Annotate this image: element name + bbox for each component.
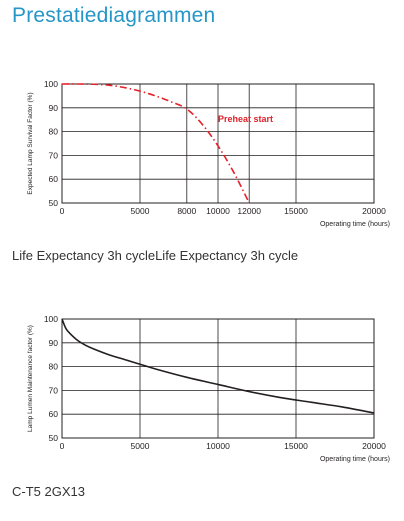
y-tick-label: 60 (49, 174, 59, 184)
survival-factor-chart: 0 5000 8000 10000 12000 15000 20000 50 60 70 80 90 1… (27, 79, 390, 228)
x-tick-label: 10000 (206, 441, 230, 451)
x-tick-label: 12000 (237, 206, 261, 216)
y-tick-label: 80 (49, 127, 59, 137)
y-tick-label: 90 (49, 103, 59, 113)
x-tick-label: 15000 (284, 441, 308, 451)
x-tick-label: 20000 (362, 206, 386, 216)
y-tick-label: 100 (44, 314, 58, 324)
y-tick-label: 60 (49, 409, 59, 419)
y-tick-label: 50 (49, 433, 59, 443)
y-tick-label: 80 (49, 362, 59, 372)
y-tick-label: 70 (49, 385, 59, 395)
y-tick-label: 100 (44, 79, 58, 89)
series-line (61, 318, 375, 414)
x-tick-label: 15000 (284, 206, 308, 216)
x-tick-label: 8000 (177, 206, 196, 216)
x-tick-label: 5000 (131, 441, 150, 451)
x-tick-label: 10000 (206, 206, 230, 216)
series-line (61, 83, 250, 204)
x-tick-label: 20000 (362, 441, 386, 451)
y-axis-label: Lamp Lumen Maintenance factor (%) (27, 325, 34, 432)
page-title: Prestatiediagrammen (12, 4, 216, 27)
y-tick-label: 70 (49, 150, 59, 160)
first-chart-caption: Life Expectancy 3h cycleLife Expectancy … (12, 248, 299, 263)
plot-frame (61, 318, 375, 439)
y-axis-label: Expected Lamp Survival Factor (%) (27, 92, 34, 194)
series-annotation: Preheat start (218, 114, 273, 124)
x-tick-label: 5000 (131, 206, 150, 216)
second-chart-caption: C-T5 2GX13 (12, 484, 85, 499)
lumen-maintenance-chart: 0 5000 10000 15000 20000 50 60 70 80 90 100 Operati… (27, 314, 390, 463)
x-tick-label: 0 (60, 206, 65, 216)
plot-frame (61, 83, 375, 204)
y-tick-label: 90 (49, 338, 59, 348)
x-axis-label: Operating time (hours) (320, 456, 390, 463)
x-tick-label: 0 (60, 441, 65, 451)
x-axis-label: Operating time (hours) (320, 221, 390, 228)
y-tick-label: 50 (49, 198, 59, 208)
